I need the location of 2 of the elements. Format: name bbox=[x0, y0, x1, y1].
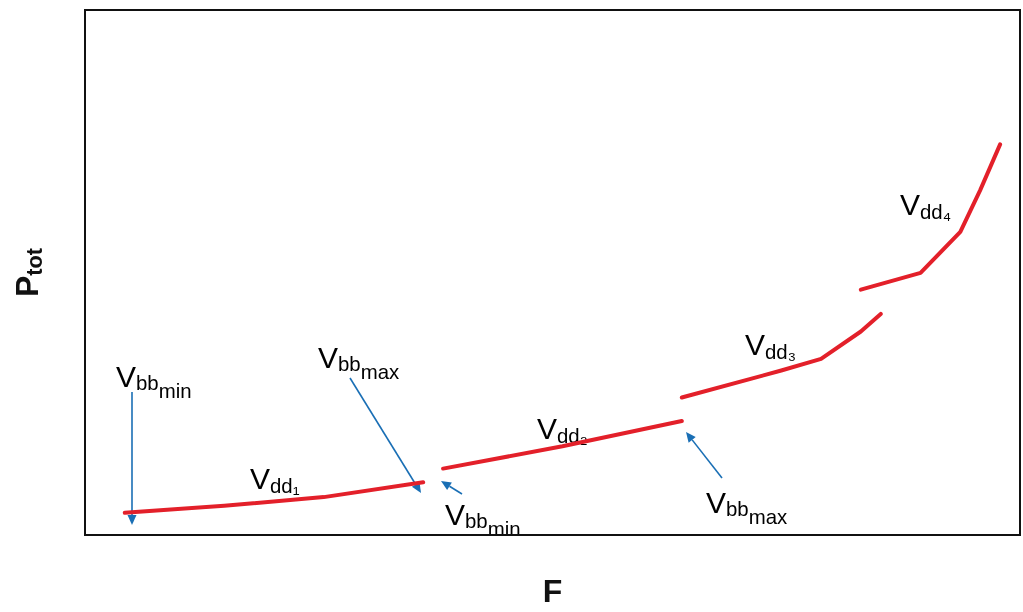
y-axis-title: Ptot bbox=[8, 247, 47, 298]
x-axis-title: F bbox=[542, 573, 563, 609]
